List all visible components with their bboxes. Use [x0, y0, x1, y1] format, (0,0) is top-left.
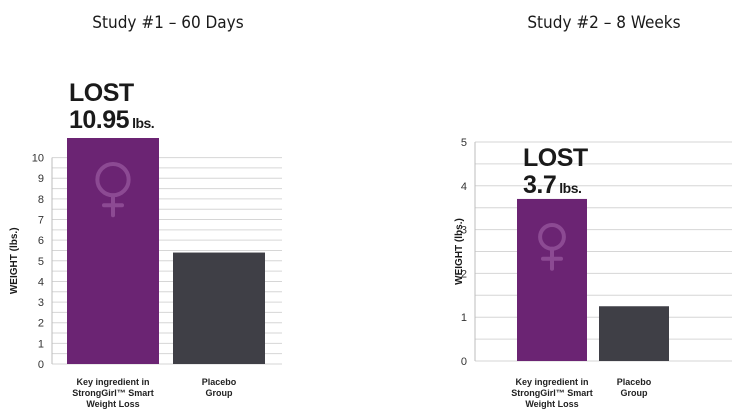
- y-tick-label: 1: [38, 338, 44, 350]
- x-category-label: Placebo Group: [202, 377, 237, 398]
- chart-svg: Study #1 – 60 Days 0 1 2 3 4 5 6 7 8 9 10 WEIGHT (lb…: [9, 13, 282, 409]
- y-tick-label: 4: [461, 181, 467, 193]
- annotation-lost-label: LOST: [69, 79, 134, 107]
- y-tick-label: 10: [32, 153, 44, 165]
- female-symbol-icon: [538, 222, 566, 271]
- bar-key-ingredient: [67, 138, 159, 364]
- y-tick-label: 5: [38, 256, 44, 268]
- y-tick-label: 1: [461, 312, 467, 324]
- chart-study-1: Study #1 – 60 Days 0 1 2 3 4 5 6 7 8 9 10 WEIGHT (lb…: [9, 13, 282, 409]
- y-tick-label: 2: [38, 318, 44, 330]
- y-tick-label: 5: [461, 137, 467, 149]
- y-tick-label: 6: [38, 235, 44, 247]
- x-category-label: Key ingredient in StrongGirl™ Smart Weight…: [72, 377, 154, 409]
- chart-title: Study #2 – 8 Weeks: [527, 13, 680, 33]
- y-tick-label: 3: [38, 297, 44, 309]
- female-symbol-icon: [95, 162, 131, 218]
- y-tick-label: 2: [461, 268, 467, 280]
- chart-svg: Study #2 – 8 Weeks 0 1 2 3 4 5 WEIGHT (lbs.) Key…: [454, 13, 732, 409]
- y-tick-label: 4: [38, 276, 44, 288]
- y-tick-label: 7: [38, 215, 44, 227]
- annotation-lost-value: 3.7 lbs.: [523, 171, 581, 199]
- y-axis-label: WEIGHT (lbs.): [454, 218, 465, 285]
- bar-placebo: [173, 252, 265, 364]
- y-tick-label: 9: [38, 173, 44, 185]
- y-tick-label: 0: [461, 356, 467, 368]
- x-category-label: Key ingredient in StrongGirl™ Smart Weight…: [511, 377, 593, 409]
- y-tick-label: 8: [38, 194, 44, 206]
- y-tick-label: 0: [38, 359, 44, 371]
- y-axis-label: WEIGHT (lbs.): [9, 227, 20, 294]
- chart-title: Study #1 – 60 Days: [92, 13, 243, 33]
- annotation-lost-label: LOST: [523, 144, 588, 172]
- chart-study-2: Study #2 – 8 Weeks 0 1 2 3 4 5 WEIGHT (lbs.) Key…: [375, 0, 750, 414]
- y-tick-label: 3: [461, 225, 467, 237]
- bar-placebo: [599, 306, 669, 361]
- x-category-label: Placebo Group: [617, 377, 652, 398]
- annotation-lost-value: 10.95 lbs.: [69, 106, 154, 134]
